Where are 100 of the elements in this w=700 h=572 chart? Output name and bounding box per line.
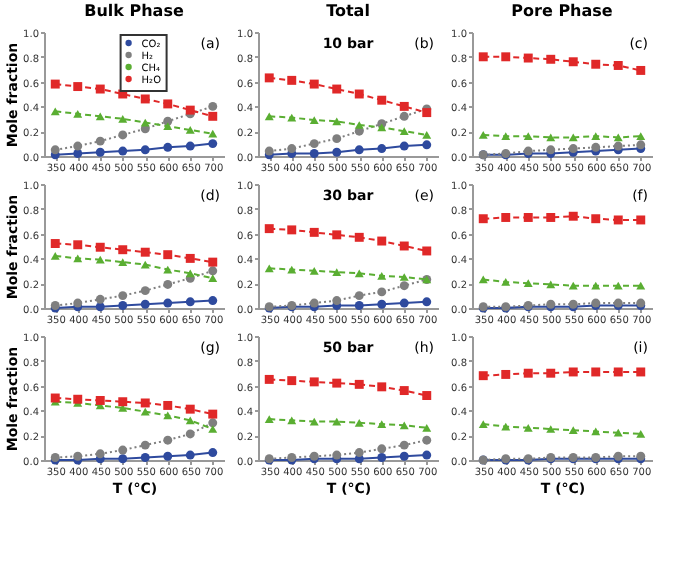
- point: [591, 281, 601, 290]
- point: [422, 140, 432, 150]
- point: [95, 396, 105, 405]
- point: [377, 444, 387, 454]
- point: [523, 368, 533, 378]
- point: [185, 429, 195, 439]
- point: [140, 145, 150, 155]
- point: [568, 426, 578, 435]
- point: [591, 214, 601, 224]
- point: [185, 297, 195, 307]
- point: [73, 394, 83, 404]
- point: [546, 213, 556, 222]
- chart-title: Total: [326, 2, 371, 20]
- point: [613, 133, 623, 142]
- point: [264, 264, 274, 273]
- point: [591, 367, 601, 377]
- point: [377, 382, 387, 392]
- point: [140, 299, 150, 309]
- point: [140, 286, 150, 296]
- point: [140, 453, 150, 462]
- point: [163, 142, 173, 152]
- point: [546, 280, 556, 289]
- chart-title: Pore Phase: [511, 2, 614, 20]
- point: [523, 213, 533, 222]
- point: [523, 279, 533, 288]
- point: [422, 297, 432, 307]
- point: [568, 281, 578, 290]
- point: [332, 117, 342, 126]
- point: [73, 141, 83, 151]
- point: [309, 79, 319, 89]
- point: [501, 132, 511, 141]
- point: [264, 415, 274, 423]
- point: [546, 133, 556, 142]
- point: [523, 53, 533, 63]
- point: [613, 215, 623, 225]
- point: [354, 379, 364, 389]
- point: [185, 416, 195, 425]
- point: [568, 133, 578, 142]
- point: [118, 114, 128, 123]
- point: [636, 281, 646, 290]
- point: [185, 404, 195, 414]
- point: [377, 299, 387, 309]
- point: [264, 73, 274, 83]
- point: [568, 57, 578, 67]
- point: [118, 291, 128, 301]
- point: [354, 418, 364, 427]
- point: [377, 420, 387, 428]
- point: [208, 111, 218, 121]
- point: [264, 374, 274, 384]
- point: [332, 147, 342, 157]
- point: [546, 425, 556, 433]
- point: [264, 112, 274, 121]
- point: [399, 421, 409, 430]
- point: [73, 149, 83, 158]
- point: [613, 428, 623, 437]
- point: [399, 127, 409, 136]
- point: [422, 423, 432, 432]
- point: [636, 367, 646, 377]
- point: [208, 418, 218, 428]
- point: [478, 371, 488, 381]
- point: [478, 420, 488, 428]
- point: [399, 386, 409, 396]
- point: [422, 131, 432, 139]
- point: [163, 298, 173, 308]
- point: [118, 454, 128, 464]
- point: [208, 296, 218, 306]
- point: [422, 435, 432, 445]
- point: [287, 376, 297, 386]
- point: [95, 136, 105, 146]
- point: [208, 129, 218, 138]
- point: [118, 146, 128, 156]
- point: [208, 425, 218, 433]
- point: [501, 369, 511, 379]
- point: [422, 391, 432, 400]
- point: [354, 121, 364, 129]
- point: [354, 145, 364, 155]
- point: [399, 241, 409, 251]
- point: [332, 84, 342, 94]
- point: [354, 448, 364, 458]
- point: [354, 291, 364, 301]
- point: [95, 449, 105, 459]
- point: [309, 266, 319, 275]
- point: [208, 257, 218, 267]
- point: [399, 111, 409, 121]
- point: [140, 247, 150, 257]
- point: [50, 79, 60, 89]
- point: [287, 144, 297, 154]
- point: [73, 254, 83, 263]
- point: [163, 122, 173, 131]
- point: [50, 145, 60, 155]
- point: [95, 84, 105, 94]
- point: [287, 75, 297, 85]
- point: [399, 451, 409, 461]
- point: [399, 273, 409, 281]
- point: [523, 423, 533, 432]
- point: [613, 367, 623, 377]
- point: [636, 430, 646, 438]
- point: [73, 240, 83, 250]
- point: [568, 367, 578, 377]
- point: [399, 298, 409, 308]
